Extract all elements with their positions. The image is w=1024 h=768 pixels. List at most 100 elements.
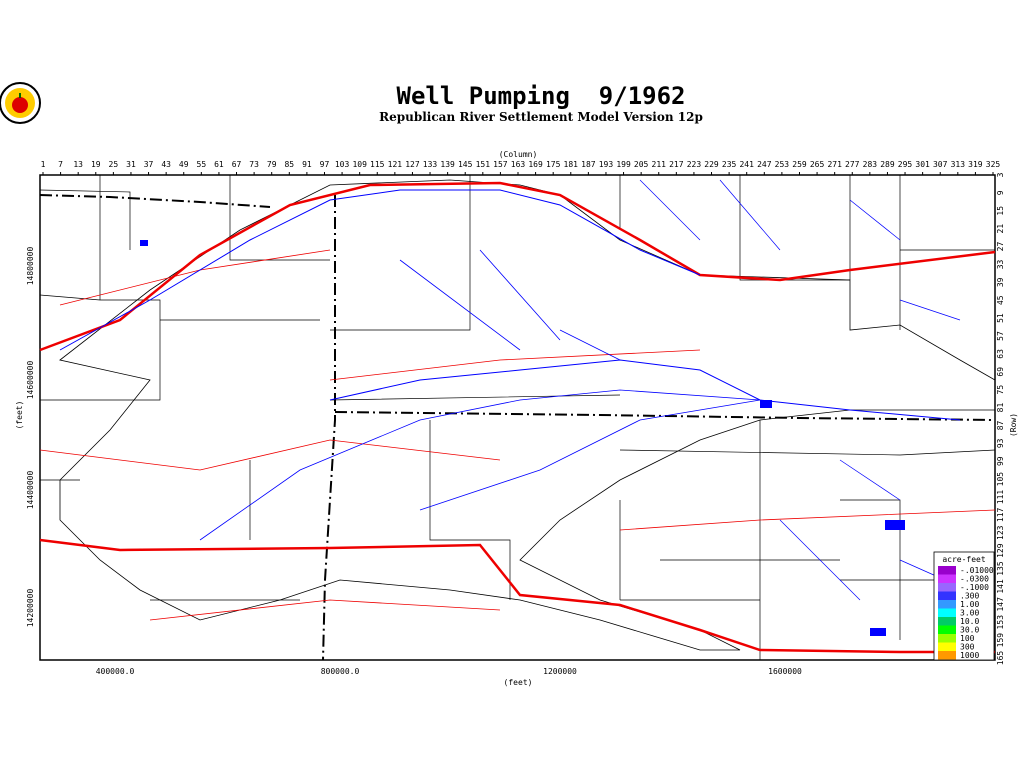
legend-swatch	[938, 566, 956, 575]
row-tick-label: 3	[996, 172, 1005, 177]
row-tick-label: 57	[996, 331, 1005, 341]
row-tick-label: 105	[996, 472, 1005, 487]
column-tick-label: 319	[968, 160, 983, 169]
row-tick-label: 147	[996, 597, 1005, 612]
legend-swatch	[938, 651, 956, 660]
subtitle: Republican River Settlement Model Versio…	[379, 110, 703, 124]
row-tick-label: 99	[996, 456, 1005, 466]
column-tick-label: 91	[302, 160, 312, 169]
row-tick-label: 39	[996, 277, 1005, 287]
column-tick-label: 277	[845, 160, 860, 169]
map-frame	[39, 174, 996, 661]
legend-label: -.01000	[960, 566, 994, 575]
column-tick-label: 283	[863, 160, 878, 169]
column-tick-label: 13	[73, 160, 83, 169]
column-tick-label: 37	[144, 160, 154, 169]
row-tick-label: 21	[996, 224, 1005, 234]
column-tick-label: 49	[179, 160, 189, 169]
column-tick-label: 133	[423, 160, 438, 169]
logo	[0, 82, 41, 124]
legend-swatch	[938, 625, 956, 634]
column-tick-label: 229	[704, 160, 719, 169]
x-tick-label: 1200000	[543, 667, 577, 676]
legend-label: -.1000	[960, 583, 989, 592]
column-tick-label: 151	[476, 160, 491, 169]
column-tick-label: 163	[511, 160, 526, 169]
column-tick-label: 97	[320, 160, 330, 169]
column-label: (Column)	[499, 150, 538, 159]
column-tick-label: 253	[775, 160, 790, 169]
column-tick-label: 61	[214, 160, 224, 169]
column-tick-label: 1	[41, 160, 46, 169]
column-tick-label: 43	[161, 160, 171, 169]
row-tick-label: 123	[996, 525, 1005, 540]
legend-label: 100	[960, 634, 975, 643]
row-tick-label: 165	[996, 651, 1005, 666]
legend-label: 10.0	[960, 617, 979, 626]
x-tick-label: 1600000	[768, 667, 802, 676]
row-tick-label: 51	[996, 313, 1005, 323]
column-tick-label: 85	[284, 160, 294, 169]
row-axis-label: (Row)	[1009, 413, 1018, 437]
column-tick-label: 79	[267, 160, 277, 169]
legend-label: 3.00	[960, 609, 979, 618]
row-tick-label: 141	[996, 579, 1005, 594]
row-tick-label: 135	[996, 561, 1005, 576]
column-tick-label: 205	[634, 160, 649, 169]
column-tick-label: 67	[232, 160, 242, 169]
x-tick-label: 400000.0	[96, 667, 135, 676]
column-tick-label: 145	[458, 160, 473, 169]
row-tick-label: 69	[996, 367, 1005, 377]
column-tick-label: 139	[440, 160, 455, 169]
row-tick-label: 63	[996, 349, 1005, 359]
y-axis-label: (feet)	[15, 401, 24, 430]
row-tick-label: 75	[996, 385, 1005, 395]
column-tick-label: 157	[493, 160, 508, 169]
column-tick-label: 187	[581, 160, 596, 169]
legend-swatch	[938, 574, 956, 583]
column-tick-label: 265	[810, 160, 825, 169]
column-tick-label: 289	[880, 160, 895, 169]
column-tick-label: 25	[109, 160, 119, 169]
legend-label: 1000	[960, 651, 979, 660]
x-tick-label: 800000.0	[321, 667, 360, 676]
column-tick-label: 115	[370, 160, 385, 169]
legend-swatch	[938, 600, 956, 609]
column-tick-label: 271	[827, 160, 842, 169]
column-tick-label: 211	[652, 160, 667, 169]
y-tick-label: 14600000	[26, 361, 35, 400]
row-tick-label: 27	[996, 242, 1005, 252]
row-tick-label: 33	[996, 259, 1005, 269]
column-tick-label: 247	[757, 160, 772, 169]
y-tick-label: 14800000	[26, 247, 35, 286]
title: Well Pumping 9/1962	[397, 82, 686, 110]
column-tick-label: 301	[915, 160, 930, 169]
row-tick-label: 45	[996, 295, 1005, 305]
legend-swatch	[938, 591, 956, 600]
row-tick-label: 117	[996, 507, 1005, 522]
row-tick-label: 93	[996, 438, 1005, 448]
column-tick-label: 127	[405, 160, 420, 169]
column-tick-label: 223	[687, 160, 702, 169]
column-tick-label: 307	[933, 160, 948, 169]
column-tick-label: 181	[564, 160, 579, 169]
row-tick-label: 129	[996, 543, 1005, 558]
legend-label: 30.0	[960, 626, 979, 635]
map-drawing	[39, 175, 996, 661]
row-tick-label: 159	[996, 633, 1005, 648]
legend-swatch	[938, 642, 956, 651]
column-tick-label: 103	[335, 160, 350, 169]
column-tick-label: 109	[352, 160, 367, 169]
column-tick-label: 235	[722, 160, 737, 169]
column-tick-label: 295	[898, 160, 913, 169]
column-tick-label: 121	[388, 160, 403, 169]
row-tick-label: 15	[996, 206, 1005, 216]
legend-label: .300	[960, 592, 979, 601]
row-tick-label: 111	[996, 490, 1005, 505]
column-tick-label: 175	[546, 160, 561, 169]
column-tick-label: 19	[91, 160, 101, 169]
legend-label: 300	[960, 643, 975, 652]
x-axis-label: (feet)	[504, 678, 533, 687]
